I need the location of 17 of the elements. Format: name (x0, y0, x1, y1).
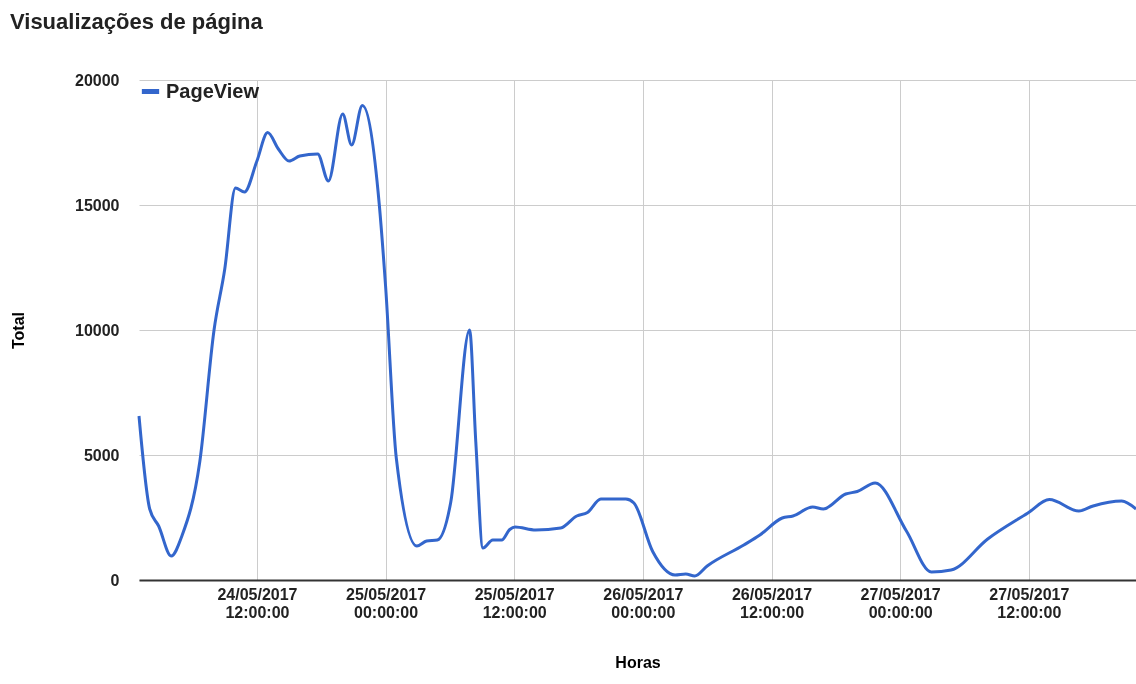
x-tick-label: 24/05/2017 12:00:00 (217, 585, 298, 621)
chart-title: Visualizações de página (10, 9, 264, 34)
x-tick-label: 26/05/2017 00:00:00 (603, 585, 684, 621)
x-tick-label: 27/05/2017 00:00:00 (860, 585, 941, 621)
legend-label: PageView (166, 79, 260, 102)
line-series (137, 104, 1136, 578)
x-tick-label: 27/05/2017 12:00:00 (989, 585, 1070, 621)
x-axis-title: Horas (615, 653, 661, 671)
y-tick-label: 5000 (83, 446, 120, 464)
y-tick-label: 0 (110, 571, 120, 589)
y-tick-label: 15000 (75, 196, 120, 214)
y-axis-title: Total (10, 311, 28, 350)
x-tick-label: 26/05/2017 12:00:00 (731, 585, 813, 621)
x-tick-label: 25/05/2017 00:00:00 (346, 585, 427, 621)
y-tick-label: 20000 (75, 71, 120, 89)
x-tick-label: 25/05/2017 12:00:00 (474, 585, 555, 621)
y-tick-label: 10000 (75, 321, 120, 339)
